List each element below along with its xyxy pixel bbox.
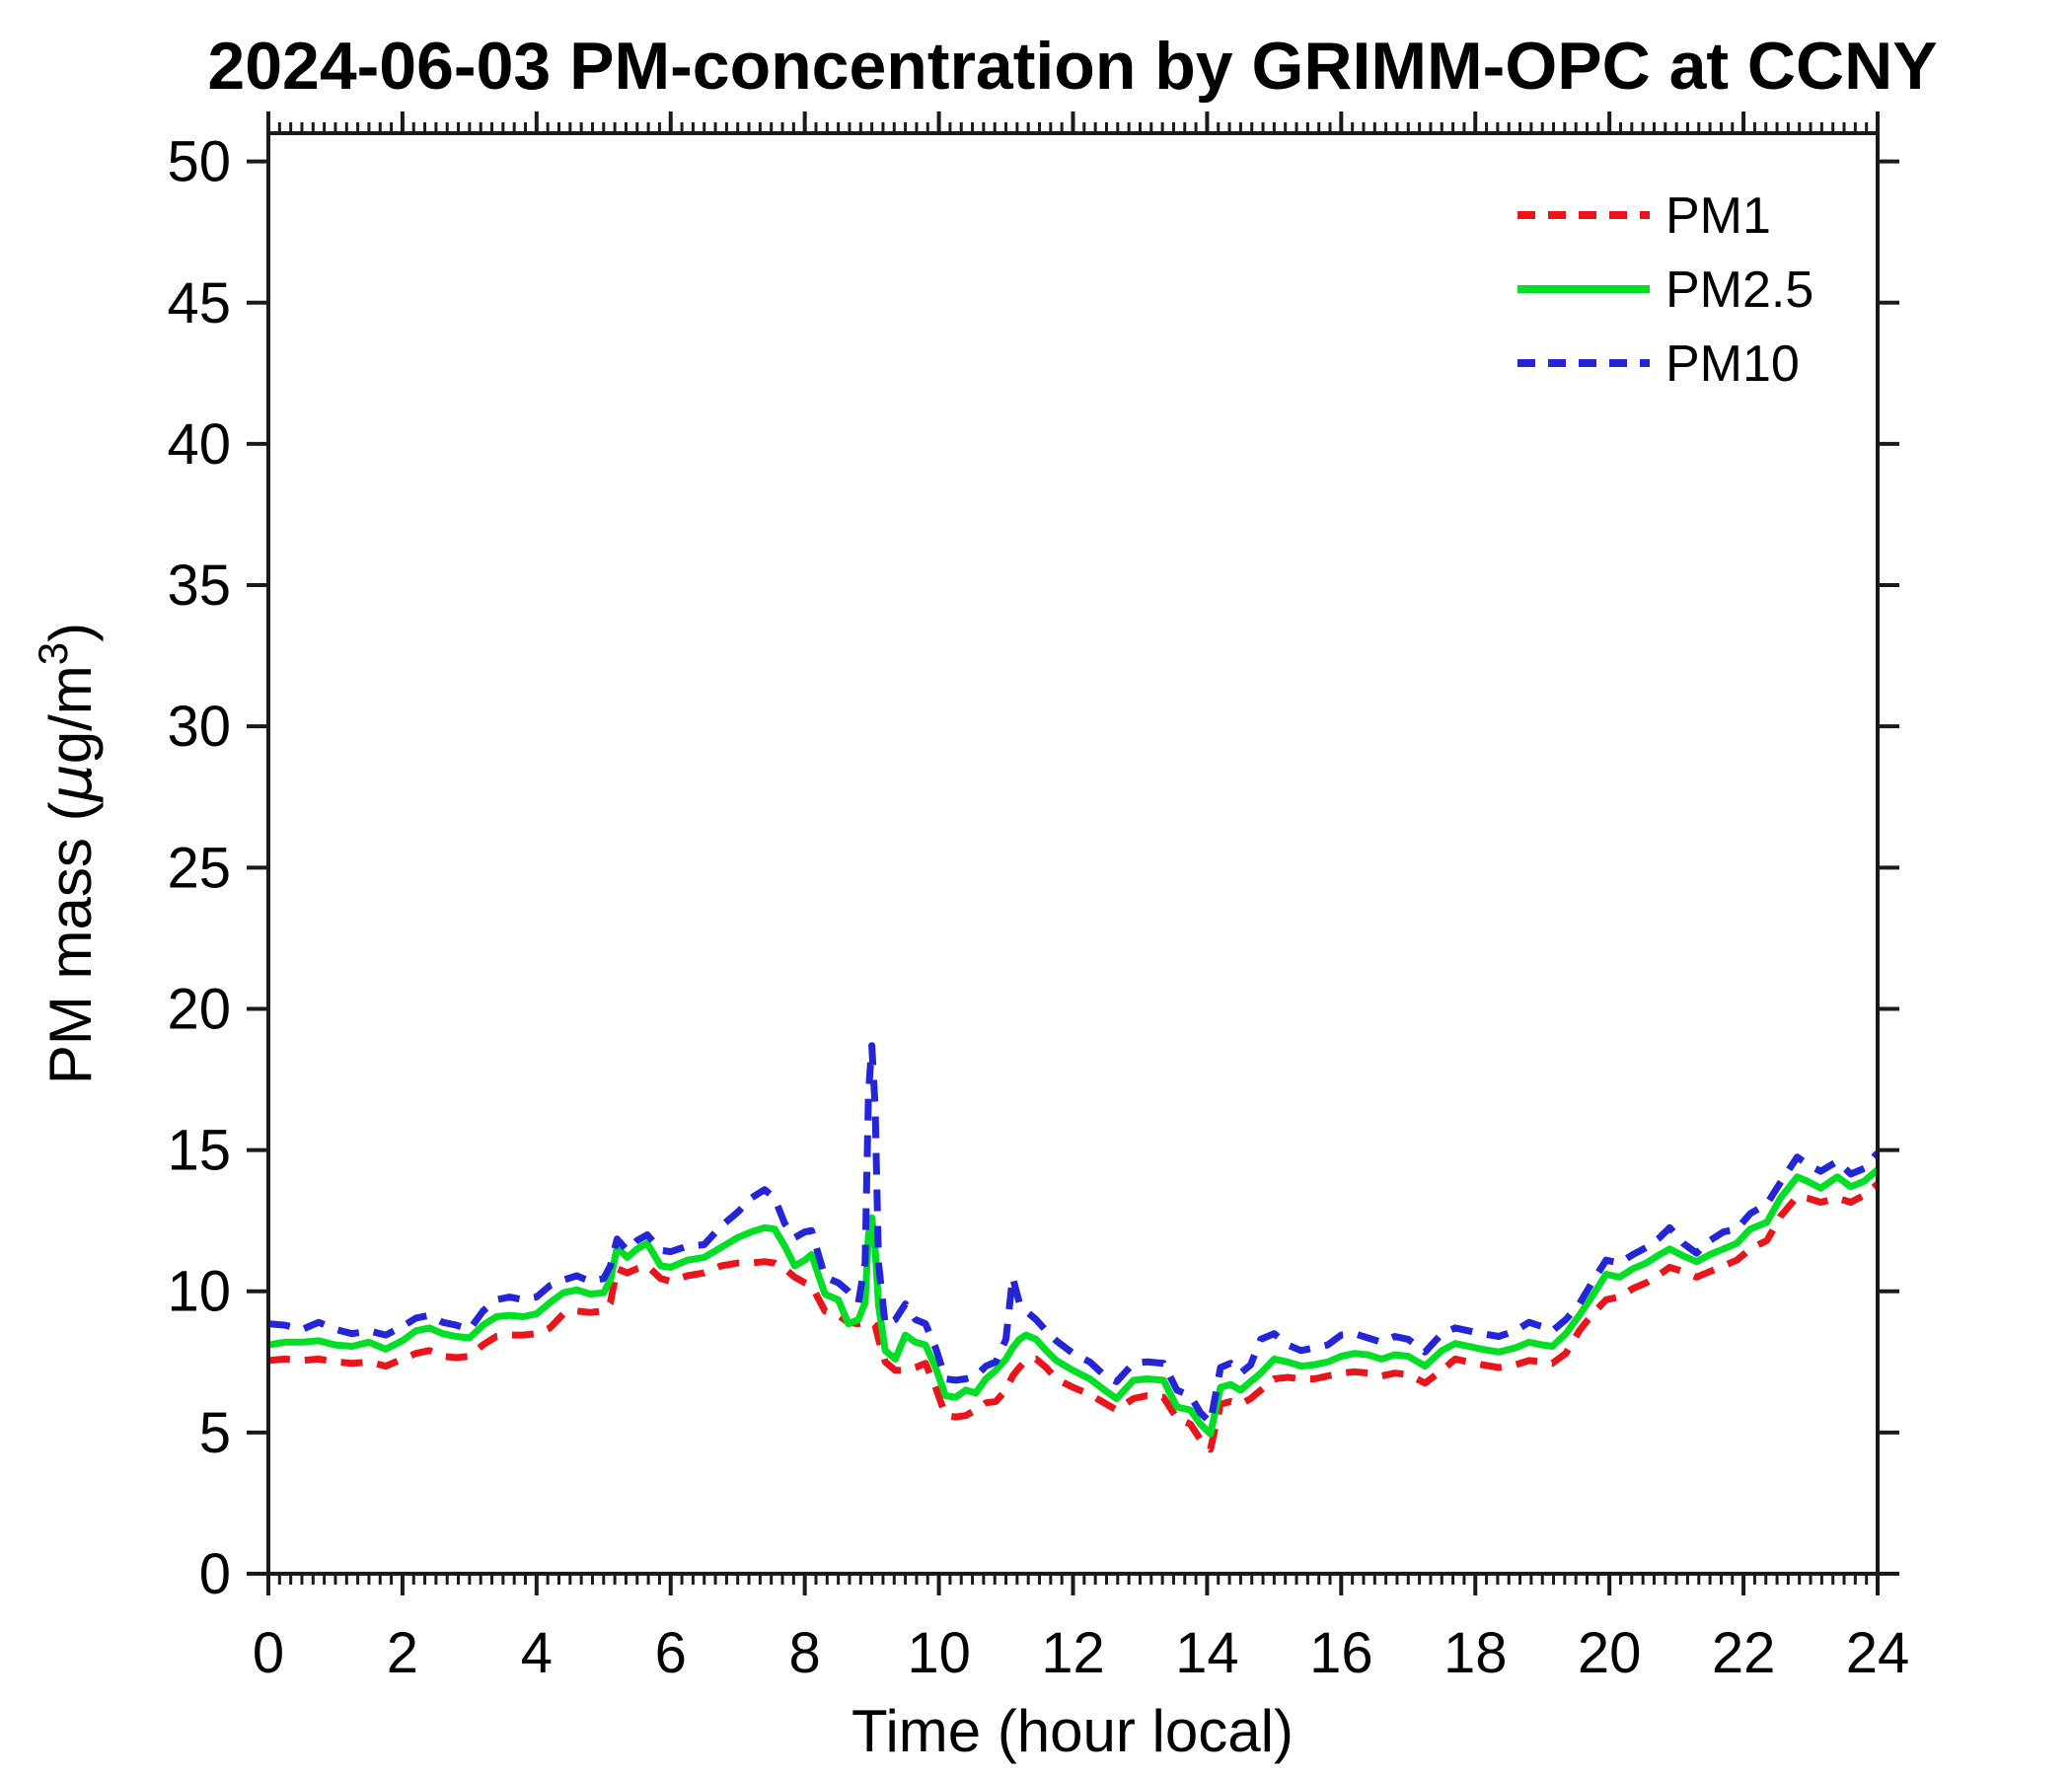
y-tick-label: 0 — [199, 1542, 231, 1606]
y-label-suffix: ) — [37, 623, 104, 642]
legend-label: PM1 — [1665, 187, 1771, 245]
y-tick-label: 25 — [167, 836, 231, 900]
y-tick-label: 40 — [167, 412, 231, 477]
x-axis-label: Time (hour local) — [851, 1698, 1294, 1764]
y-tick-label: 30 — [167, 695, 231, 759]
x-tick-label: 24 — [1846, 1621, 1910, 1685]
y-tick-label: 50 — [167, 130, 231, 194]
y-tick-label: 35 — [167, 554, 231, 618]
y-axis-label: PM mass (μg/m3) — [30, 623, 106, 1084]
x-tick-label: 14 — [1175, 1621, 1239, 1685]
legend-label: PM2.5 — [1665, 261, 1813, 319]
pm10-series-line — [267, 1042, 1881, 1427]
axis-ticks: 0 2 4 6 8 10 12 14 16 18 20 22 240510152025303540455… — [167, 111, 1909, 1685]
plot-border — [266, 131, 1880, 1576]
pm1-series-line — [267, 1181, 1881, 1453]
y-tick-label: 45 — [167, 271, 231, 335]
legend: PM1 PM2.5 PM10 — [1517, 187, 1813, 393]
legend-entry-pm1: PM1 — [1517, 187, 1771, 245]
x-tick-label: 12 — [1041, 1621, 1105, 1685]
x-tick-label: 8 — [789, 1621, 821, 1685]
x-tick-label: 16 — [1309, 1621, 1373, 1685]
y-tick-label: 10 — [167, 1260, 231, 1324]
legend-label: PM10 — [1665, 335, 1800, 393]
y-label-mid: g/m — [37, 665, 104, 764]
y-tick-label: 20 — [167, 977, 231, 1041]
y-tick-label: 5 — [199, 1401, 231, 1465]
y-label-superscript: 3 — [30, 642, 76, 665]
y-tick-label: 15 — [167, 1119, 231, 1183]
x-tick-label: 22 — [1712, 1621, 1776, 1685]
x-tick-label: 6 — [655, 1621, 687, 1685]
legend-entry-pm25: PM2.5 — [1517, 261, 1813, 319]
chart-title: 2024-06-03 PM-concentration by GRIMM-OPC… — [207, 29, 1937, 104]
y-label-mu: μ — [37, 764, 106, 802]
x-tick-label: 0 — [253, 1621, 284, 1685]
x-tick-label: 20 — [1578, 1621, 1642, 1685]
legend-entry-pm10: PM10 — [1517, 335, 1800, 393]
x-tick-label: 4 — [521, 1621, 553, 1685]
x-tick-label: 10 — [907, 1621, 971, 1685]
x-tick-label: 18 — [1443, 1621, 1508, 1685]
y-label-prefix: PM mass ( — [37, 801, 104, 1084]
pm25-series-line — [267, 1166, 1881, 1438]
x-tick-label: 2 — [387, 1621, 418, 1685]
data-series — [267, 1042, 1881, 1453]
